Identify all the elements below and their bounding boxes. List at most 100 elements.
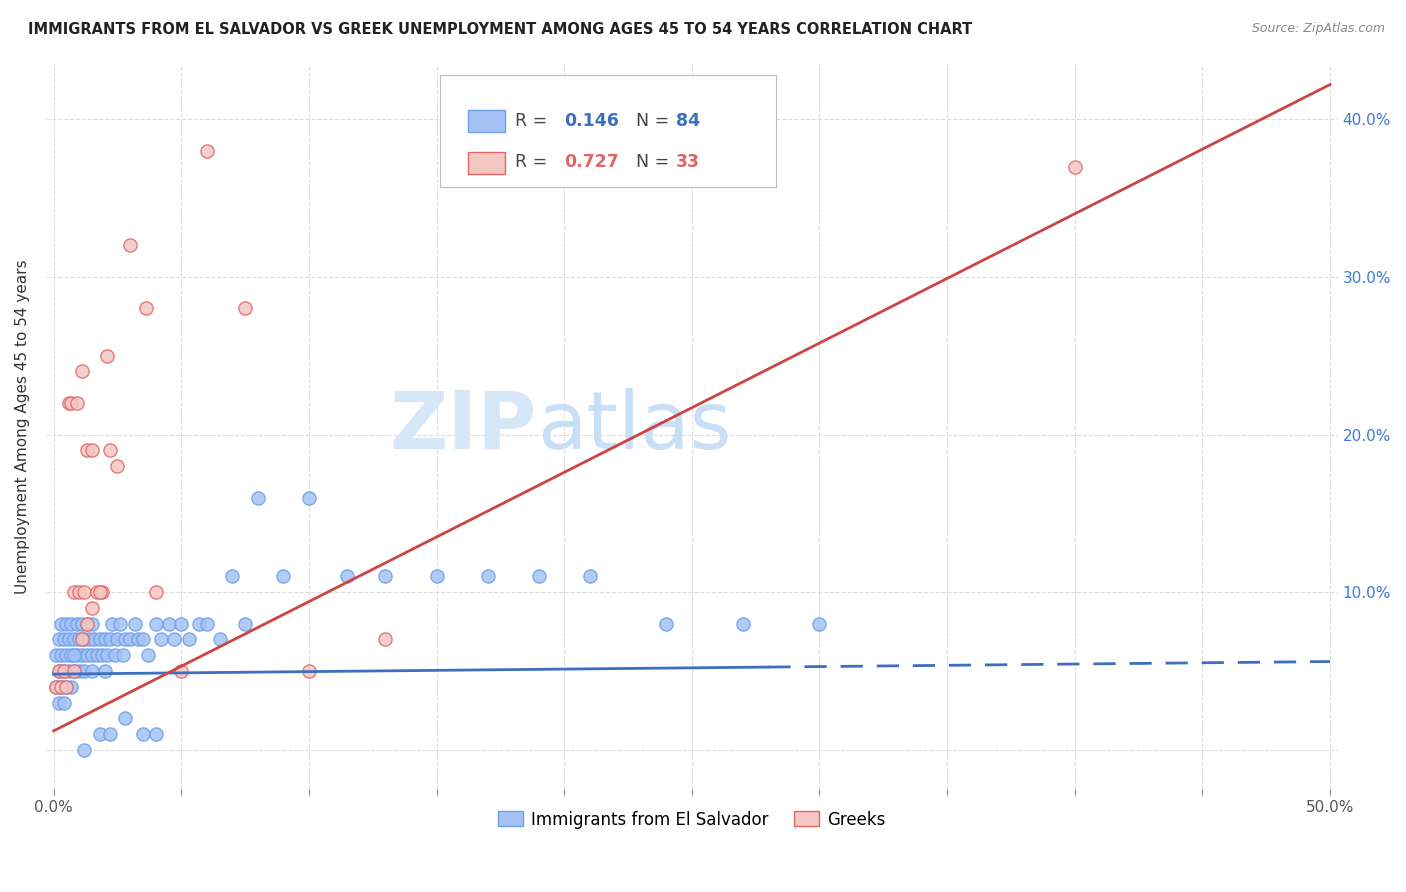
Point [86,648,108,663]
Point [107,458,129,473]
Point [578,569,600,583]
Point [195,144,218,158]
Point [527,569,550,583]
Point [89,727,111,741]
Point [107,632,129,647]
Point [51,680,73,694]
Point [145,727,167,741]
Text: 84: 84 [676,112,700,129]
Text: IMMIGRANTS FROM EL SALVADOR VS GREEK UNEMPLOYMENT AMONG AGES 45 TO 54 YEARS CORR: IMMIGRANTS FROM EL SALVADOR VS GREEK UNE… [28,22,973,37]
Point [60,648,83,663]
Text: 33: 33 [676,153,700,171]
Point [208,632,231,647]
Point [120,238,142,252]
Point [60,616,83,631]
Point [52,664,75,678]
Point [145,616,167,631]
Text: R =: R = [515,153,553,171]
Point [177,632,200,647]
Point [73,585,96,599]
Point [52,632,75,647]
Point [96,349,118,363]
Point [1063,160,1085,174]
Point [132,727,155,741]
Point [58,396,80,410]
Point [157,616,180,631]
Point [55,648,77,663]
Point [149,632,172,647]
Point [86,585,108,599]
Point [67,632,90,647]
Point [731,616,754,631]
Point [51,680,73,694]
Point [188,616,211,631]
Point [58,632,80,647]
Point [98,727,121,741]
Point [221,569,243,583]
Point [98,443,121,458]
Point [55,616,77,631]
Point [135,301,157,316]
Point [63,664,86,678]
Point [425,569,447,583]
Point [48,664,70,678]
Point [91,648,114,663]
Point [70,632,93,647]
Point [808,616,831,631]
Point [65,616,87,631]
Text: 0.146: 0.146 [564,112,619,129]
Point [246,491,269,505]
Text: N =: N = [624,153,675,171]
Point [80,664,103,678]
Text: R =: R = [515,112,553,129]
Point [111,648,134,663]
Point [58,664,80,678]
Point [91,585,114,599]
Text: ZIP: ZIP [389,388,537,466]
Point [80,648,103,663]
Point [48,696,70,710]
Point [162,632,184,647]
Text: Source: ZipAtlas.com: Source: ZipAtlas.com [1251,22,1385,36]
Point [65,396,87,410]
Point [195,616,218,631]
Point [89,632,111,647]
Point [73,664,96,678]
Point [273,569,295,583]
Point [170,664,193,678]
Text: 0.727: 0.727 [564,153,619,171]
Point [93,632,115,647]
Point [73,743,96,757]
Point [120,632,142,647]
Point [101,616,124,631]
Point [136,648,159,663]
Point [127,632,149,647]
Point [114,711,136,725]
Point [70,364,93,378]
Point [124,616,146,631]
Point [63,648,86,663]
Point [336,569,359,583]
Point [70,648,93,663]
Point [55,680,77,694]
Point [70,616,93,631]
Legend: Immigrants from El Salvador, Greeks: Immigrants from El Salvador, Greeks [491,804,893,835]
Point [104,648,127,663]
Point [233,301,256,316]
Point [60,396,83,410]
Point [60,680,83,694]
Point [89,585,111,599]
Point [67,585,90,599]
Point [98,632,121,647]
Point [93,664,115,678]
Point [45,680,67,694]
Point [114,632,136,647]
Point [63,664,86,678]
Point [170,616,193,631]
Point [83,632,105,647]
Text: N =: N = [624,112,675,129]
Point [76,443,98,458]
Point [76,648,98,663]
Point [51,616,73,631]
Point [298,664,321,678]
